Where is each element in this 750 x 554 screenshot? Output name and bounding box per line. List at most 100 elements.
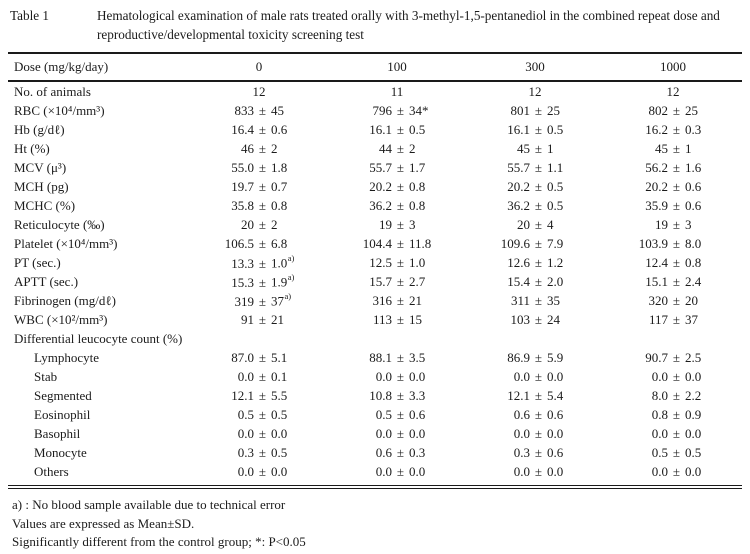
data-cell: 88.1 ±3.5	[328, 350, 466, 366]
data-cell: 8.0 ±2.2	[604, 388, 742, 404]
cell-sd: 0.0	[685, 368, 702, 384]
data-cell: 796 ±34*	[328, 103, 466, 119]
cell-sd: 0.0	[271, 463, 288, 479]
table-row: MCH (pg) 19.7 ±0.7 20.2 ±0.8 20.2 ±0.5 20.2 ±0.6	[8, 177, 742, 196]
data-cell: 11	[328, 84, 466, 100]
cell-sd: 0.9	[685, 406, 702, 422]
table-caption: Table 1 Hematological examination of mal…	[8, 7, 742, 44]
row-label: Others	[34, 463, 69, 479]
cell-sd: 21	[271, 311, 284, 327]
data-cell: 320 ±20	[604, 293, 742, 309]
data-cell: 35.8 ±0.8	[190, 198, 328, 214]
cell-mean: 0.6	[375, 444, 392, 460]
cell-sd: 0.0	[409, 425, 426, 441]
cell-sd: 37	[685, 311, 698, 327]
cell-sd: 0.0	[547, 425, 564, 441]
row-label: Eosinophil	[34, 406, 91, 422]
cell-mean: 802	[648, 102, 669, 118]
cell-sd: 0.6	[409, 406, 426, 422]
cell-mean: 0.5	[375, 406, 392, 422]
row-label: WBC (×10²/mm³)	[14, 311, 108, 327]
cell-sd: 0.7	[271, 178, 288, 194]
plus-minus-sign: ±	[534, 178, 543, 194]
cell-mean: 88.1	[369, 349, 392, 365]
row-label: No. of animals	[14, 83, 91, 99]
cell-sd: 4	[547, 216, 554, 232]
plus-minus-sign: ±	[258, 121, 267, 137]
cell-mean: 19	[655, 216, 668, 232]
data-cell: 106.5 ±6.8	[190, 236, 328, 252]
row-label: Fibrinogen (mg/dℓ)	[14, 292, 116, 308]
table-caption-label: Table 1	[10, 8, 49, 23]
data-cell: 0.0 ±0.0	[190, 464, 328, 480]
data-cell: 55.0 ±1.8	[190, 160, 328, 176]
row-label: Reticulocyte (‰)	[14, 216, 105, 232]
cell-mean: 15.7	[369, 273, 392, 289]
plus-minus-sign: ±	[534, 444, 543, 460]
data-cell: 0.6 ±0.6	[466, 407, 604, 423]
table-row: Others 0.0 ±0.0 0.0 ±0.0 0.0 ±0.0 0.0 ±0.0	[8, 462, 742, 481]
cell-sd: 0.0	[271, 425, 288, 441]
plus-minus-sign: ±	[258, 216, 267, 232]
cell-mean: 86.9	[507, 349, 530, 365]
plus-minus-sign: ±	[396, 425, 405, 441]
footnote-technical-error: a) : No blood sample available due to te…	[12, 497, 286, 513]
plus-minus-sign: ±	[534, 273, 543, 289]
table-row: PT (sec.) 13.3 ±1.0a) 12.5 ±1.0 12.6 ±1.2 12.4 ±…	[8, 253, 742, 272]
row-label: APTT (sec.)	[14, 273, 79, 289]
data-cell: 45 ±1	[604, 141, 742, 157]
table-body: No. of animals 12 11 12 12 RBC (×10⁴/mm³) 833 ±…	[8, 82, 742, 481]
plus-minus-sign: ±	[396, 121, 405, 137]
plus-minus-sign: ±	[258, 293, 267, 309]
cell-sd: 21	[409, 292, 422, 308]
plus-minus-sign: ±	[396, 159, 405, 175]
plus-minus-sign: ±	[258, 444, 267, 460]
plus-minus-sign: ±	[672, 102, 681, 118]
data-cell: 0.0 ±0.0	[466, 369, 604, 385]
cell-mean: 15.3	[231, 274, 254, 290]
cell-sd: 0.0	[547, 368, 564, 384]
cell-mean: 55.7	[369, 159, 392, 175]
cell-sd: 0.5	[271, 444, 288, 460]
plus-minus-sign: ±	[396, 311, 405, 327]
plus-minus-sign: ±	[258, 178, 267, 194]
cell-footnote-marker: a)	[284, 291, 292, 302]
data-cell: 0.5 ±0.5	[190, 407, 328, 423]
plus-minus-sign: ±	[534, 292, 543, 308]
plus-minus-sign: ±	[672, 197, 681, 213]
plus-minus-sign: ±	[396, 273, 405, 289]
plus-minus-sign: ±	[396, 178, 405, 194]
data-cell: 0.0 ±0.0	[466, 464, 604, 480]
plus-minus-sign: ±	[258, 425, 267, 441]
data-cell: 0.8 ±0.9	[604, 407, 742, 423]
plus-minus-sign: ±	[258, 387, 267, 403]
data-cell: 45 ±1	[466, 141, 604, 157]
plus-minus-sign: ±	[258, 311, 267, 327]
cell-mean: 16.1	[507, 121, 530, 137]
cell-sd: 0.8	[271, 197, 288, 213]
data-cell: 10.8 ±3.3	[328, 388, 466, 404]
data-cell: 103 ±24	[466, 312, 604, 328]
cell-mean: 20.2	[645, 178, 668, 194]
plus-minus-sign: ±	[534, 311, 543, 327]
cell-mean: 316	[372, 292, 393, 308]
data-cell: 12.4 ±0.8	[604, 255, 742, 271]
cell-sd: 37a)	[271, 291, 292, 309]
cell-mean: 109.6	[500, 235, 530, 251]
cell-mean: 20.2	[369, 178, 392, 194]
plus-minus-sign: ±	[258, 102, 267, 118]
data-cell: 0.0 ±0.0	[328, 426, 466, 442]
table-row: Eosinophil 0.5 ±0.5 0.5 ±0.6 0.6 ±0.6 0.8 ±0.9	[8, 405, 742, 424]
row-label: PT (sec.)	[14, 254, 61, 270]
cell-sd: 1.0a)	[271, 253, 295, 271]
cell-mean: 19	[379, 216, 392, 232]
plus-minus-sign: ±	[258, 159, 267, 175]
table-row: Stab 0.0 ±0.1 0.0 ±0.0 0.0 ±0.0 0.0 ±0.0	[8, 367, 742, 386]
cell-mean: 55.7	[507, 159, 530, 175]
plus-minus-sign: ±	[534, 121, 543, 137]
cell-sd: 3	[409, 216, 416, 232]
data-cell: 15.3 ±1.9a)	[190, 272, 328, 290]
plus-minus-sign: ±	[396, 292, 405, 308]
cell-mean: 15.1	[645, 273, 668, 289]
cell-sd: 0.6	[685, 178, 702, 194]
